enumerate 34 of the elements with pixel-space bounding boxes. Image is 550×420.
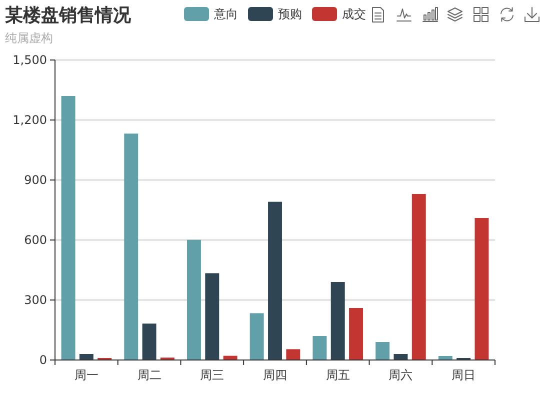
chart-title: 某楼盘销售情况 — [4, 5, 132, 26]
bar — [474, 218, 489, 360]
bar — [268, 202, 282, 360]
bar — [349, 308, 363, 360]
y-tick-label: 0 — [39, 353, 47, 368]
x-tick-label: 周日 — [452, 368, 476, 382]
x-tick-label: 周六 — [388, 368, 413, 382]
y-tick-label: 600 — [24, 233, 47, 248]
bar — [250, 313, 264, 360]
y-tick-label: 900 — [24, 173, 47, 188]
x-tick-label: 周三 — [200, 368, 224, 382]
x-tick-label: 周四 — [263, 368, 287, 382]
y-tick-label: 1,500 — [12, 53, 47, 68]
bar — [79, 354, 94, 360]
y-tick-label: 300 — [24, 293, 47, 308]
legend-label: 意向 — [213, 7, 238, 22]
bar — [412, 194, 426, 360]
bar — [394, 354, 408, 360]
y-tick-label: 1,200 — [12, 113, 47, 128]
x-tick-label: 周二 — [137, 368, 162, 382]
legend-label: 预购 — [278, 7, 302, 22]
x-tick-label: 周五 — [326, 368, 350, 382]
bar — [61, 96, 76, 360]
bar — [376, 342, 390, 360]
bar — [312, 336, 327, 360]
bar — [187, 240, 201, 360]
bar — [205, 273, 220, 360]
bar — [124, 134, 138, 360]
bar — [330, 282, 345, 360]
bar — [142, 324, 156, 360]
bar — [286, 349, 300, 360]
x-tick-label: 周一 — [74, 368, 98, 382]
legend-label: 成交 — [342, 7, 366, 22]
chart-subtitle: 纯属虚构 — [5, 31, 53, 45]
